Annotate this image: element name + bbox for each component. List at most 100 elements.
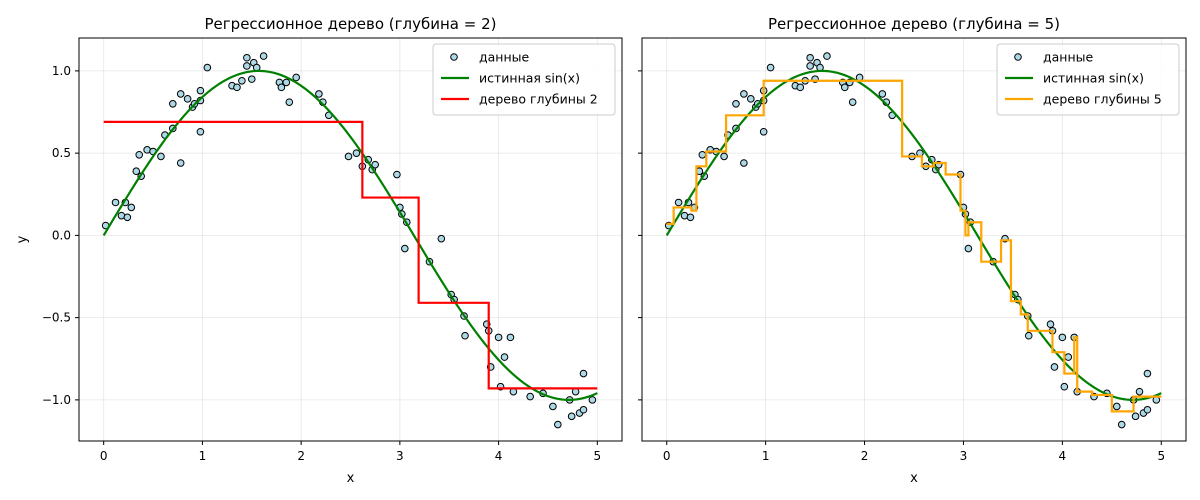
data-point: [579, 369, 588, 378]
x-tick-label: 2: [297, 449, 305, 463]
data-point: [1143, 369, 1152, 378]
x-tick-label: 0: [100, 449, 108, 463]
data-point: [1135, 387, 1144, 396]
data-point: [282, 78, 291, 87]
data-point: [720, 152, 728, 161]
x-tick-label: 5: [593, 449, 601, 463]
data-point: [964, 244, 973, 253]
data-point: [494, 333, 503, 342]
data-point: [796, 83, 805, 92]
data-point: [371, 160, 379, 169]
axes-frame: [78, 37, 623, 442]
legend-marker: [1014, 53, 1022, 61]
data-point: [277, 83, 286, 92]
data-point: [1131, 412, 1140, 421]
legend-marker: [450, 53, 458, 61]
data-point: [848, 98, 857, 106]
y-tick-label: 1.0: [52, 64, 71, 78]
legend-label: истинная sin(x): [479, 71, 580, 86]
data-point: [1024, 331, 1033, 340]
x-axis-label: x: [347, 471, 355, 486]
data-point: [588, 396, 597, 404]
data-point: [393, 170, 401, 179]
data-point: [567, 412, 576, 421]
data-point: [238, 76, 246, 85]
plot-area: [101, 52, 598, 429]
sine-curve: [102, 69, 598, 401]
data-point: [1112, 402, 1121, 411]
data-point: [168, 99, 177, 108]
data-point: [461, 331, 469, 340]
x-tick-label: 3: [960, 449, 968, 463]
data-point: [766, 63, 775, 72]
y-axis-label: y: [15, 235, 30, 243]
data-point: [1058, 333, 1067, 342]
legend-label: истинная sin(x): [1043, 71, 1144, 86]
data-point: [183, 95, 192, 103]
data-point: [243, 53, 251, 62]
data-point: [292, 73, 301, 82]
x-tick-label: 2: [861, 449, 869, 463]
data-point: [674, 198, 683, 207]
data-point: [203, 63, 212, 72]
data-point: [579, 405, 588, 414]
data-point: [1046, 320, 1055, 329]
data-point: [157, 152, 165, 161]
data-point: [259, 52, 268, 60]
data-point: [554, 420, 562, 429]
data-point: [111, 198, 120, 207]
data-point: [549, 402, 557, 411]
data-point: [526, 392, 534, 401]
legend-label: данные: [1043, 50, 1094, 65]
data-point: [806, 53, 814, 62]
data-point: [506, 333, 515, 342]
data-point: [686, 213, 695, 222]
chart-depth-2: 0 1 2 3 4 5 1.0 0.5 0.0 −0.5 −1.0 Регрессионное дер…: [15, 15, 623, 486]
data-point: [878, 90, 887, 98]
tree-step-line: [103, 120, 598, 390]
data-point: [285, 98, 294, 106]
x-axis-label: x: [910, 471, 918, 486]
legend-label: дерево глубины 5: [1043, 92, 1162, 107]
legend-label: дерево глубины 2: [479, 92, 598, 107]
data-point: [132, 167, 141, 176]
data-point: [315, 90, 323, 98]
chart-title: Регрессионное дерево (глубина = 2): [205, 15, 497, 33]
data-point: [233, 83, 241, 92]
data-point: [1117, 420, 1126, 429]
data-point: [123, 213, 132, 222]
data-point: [698, 150, 707, 159]
y-tick-label: −1.0: [42, 393, 71, 407]
y-tick-label: 0.5: [52, 146, 71, 160]
data-point: [823, 52, 831, 60]
y-tick-label: 0.0: [52, 228, 71, 242]
data-point: [437, 234, 446, 243]
x-tick-label: 1: [762, 449, 770, 463]
x-tick-label: 3: [396, 449, 404, 463]
legend-label: данные: [479, 50, 530, 65]
chart-title: Регрессионное дерево (глубина = 5): [768, 15, 1060, 33]
axes-frame: [641, 37, 1187, 442]
data-point: [135, 150, 144, 159]
data-point: [401, 244, 409, 253]
plot-area: [664, 52, 1162, 429]
data-point: [196, 86, 205, 95]
x-tick-label: 1: [199, 449, 207, 463]
x-tick-label: 5: [1157, 449, 1165, 463]
x-tick-label: 4: [495, 449, 503, 463]
legend-box: [432, 43, 616, 116]
data-point: [759, 127, 768, 136]
data-point: [344, 152, 353, 161]
sine-curve: [665, 69, 1162, 401]
data-point: [176, 90, 185, 98]
data-point: [740, 159, 748, 167]
data-point: [247, 75, 256, 83]
tree-step-line: [666, 79, 1162, 413]
data-point: [176, 159, 185, 167]
data-point: [352, 149, 361, 157]
data-point: [196, 127, 205, 136]
data-point: [740, 90, 748, 98]
x-tick-label: 4: [1059, 449, 1067, 463]
x-tick-label: 0: [663, 449, 671, 463]
